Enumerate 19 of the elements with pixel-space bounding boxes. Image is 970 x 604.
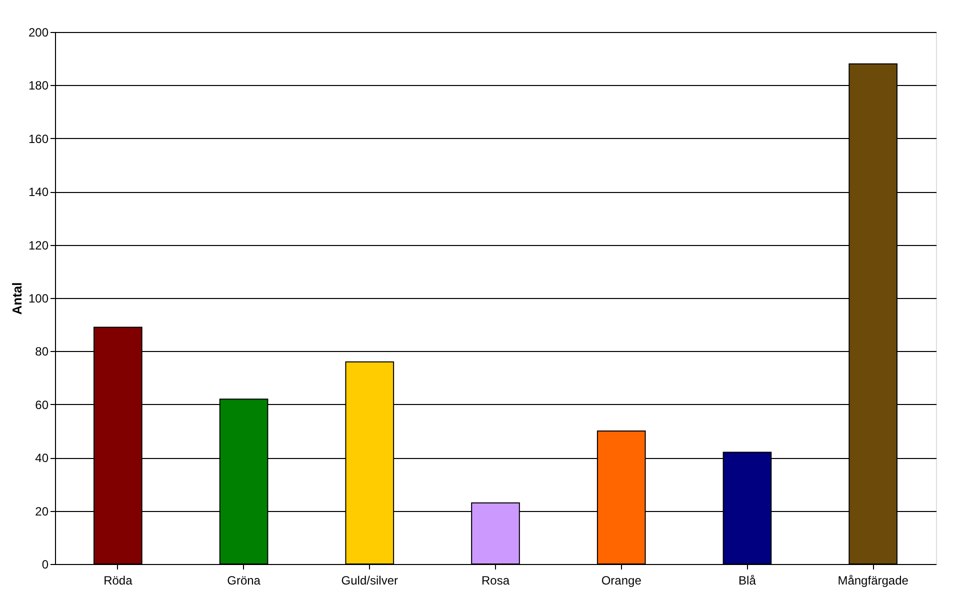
y-tick-label: 40 [35,451,49,466]
y-tick-label: 200 [28,26,49,40]
y-axis-title: Antal [9,282,24,315]
x-tick-label: Orange [601,574,642,588]
x-tick-label: Blå [738,574,756,588]
y-tick-label: 20 [35,504,49,518]
y-tick-label: 80 [35,344,49,359]
x-tick-label: Gröna [227,574,261,588]
y-tick-label: 100 [28,292,49,306]
x-tick-label: Röda [104,574,133,588]
y-tick-label: 140 [28,185,49,200]
y-tick-label: 0 [42,558,49,572]
x-tick-label: Mångfärgade [838,574,909,588]
y-tick-label: 60 [35,398,49,412]
x-tick-label: Guld/silver [341,574,398,588]
x-tick-label: Rosa [481,574,510,588]
y-tick-label: 160 [28,132,49,146]
y-tick-label: 120 [28,238,49,252]
y-tick-label: 180 [28,78,49,93]
